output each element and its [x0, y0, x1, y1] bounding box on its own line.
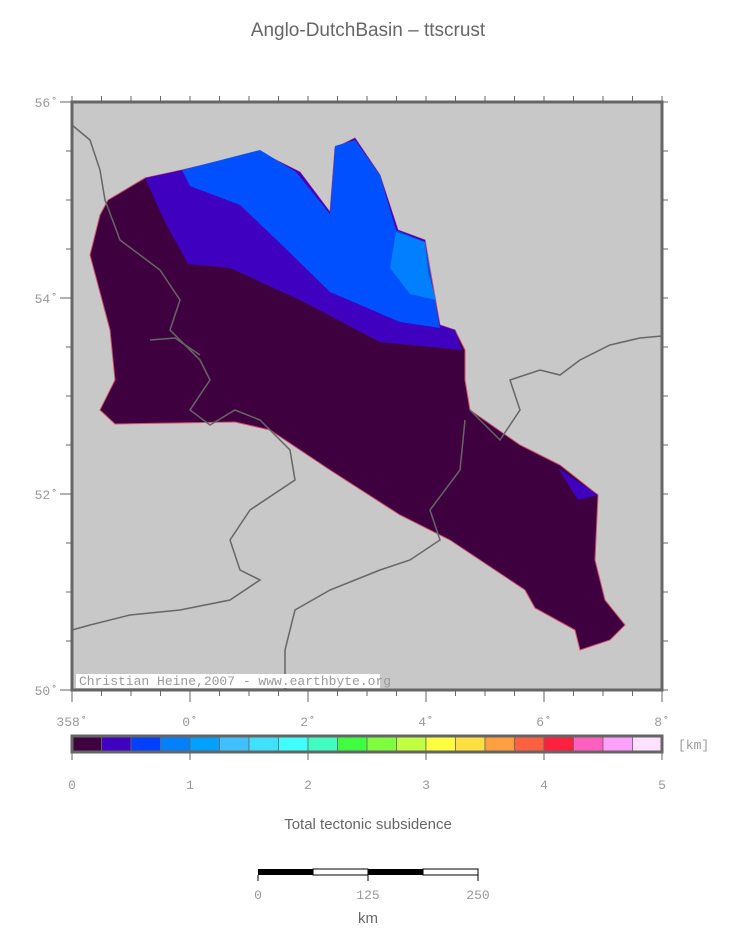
lon-tick-label: 4˚	[418, 715, 434, 730]
title: Anglo-DutchBasin – ttscrust	[251, 20, 486, 41]
basin-zone-2	[182, 140, 440, 328]
scalebar	[258, 868, 479, 876]
colorbar-frame	[70, 734, 664, 754]
colorbar-tick-label: 0	[68, 778, 76, 793]
colorbar-tick-label: 2	[304, 778, 312, 793]
colorbar-tick-label: 3	[422, 778, 430, 793]
map	[71, 102, 663, 690]
colorbar-segment	[484, 735, 515, 753]
colorbar: 0 1 2 3 4 5	[68, 734, 666, 793]
lon-tick-label: 8˚	[654, 715, 670, 730]
colorbar-tick-label: 1	[186, 778, 194, 793]
lon-tick-label: 6˚	[536, 715, 552, 730]
scale-segment	[368, 869, 423, 875]
colorbar-segment	[455, 735, 486, 753]
colorbar-segment	[71, 735, 102, 753]
colorbar-tick-label: 5	[658, 778, 666, 793]
colorbar-label: Total tectonic subsidence	[284, 816, 452, 833]
lon-tick-label: 0˚	[182, 715, 198, 730]
colorbar-segment	[396, 735, 427, 753]
colorbar-segment	[632, 735, 663, 753]
colorbar-segment	[160, 735, 191, 753]
scale-segment	[312, 868, 369, 876]
lon-tick-label: 2˚	[300, 715, 316, 730]
basin-zone-3	[390, 232, 436, 300]
scalebar-unit: km	[358, 910, 378, 927]
colorbar-segment	[307, 735, 338, 753]
scale-tick-label: 0	[254, 888, 262, 903]
colorbar-segment	[219, 735, 250, 753]
colorbar-unit: [km]	[678, 738, 709, 753]
colorbar-segment	[189, 735, 220, 753]
basin-zone-1b	[558, 468, 598, 500]
scale-segment	[258, 869, 313, 875]
colorbar-segment	[514, 735, 545, 753]
colorbar-segment	[130, 735, 161, 753]
colorbar-segment	[366, 735, 397, 753]
colorbar-segment	[573, 735, 604, 753]
credit-box	[76, 674, 380, 688]
scale-segment	[422, 868, 479, 876]
colorbar-segment	[425, 735, 456, 753]
lon-tick-label: 358˚	[56, 715, 87, 730]
lat-tick-label: 50˚	[35, 684, 58, 699]
scale-tick-label: 125	[356, 888, 379, 903]
coastlines	[71, 124, 663, 690]
colorbar-segment	[337, 735, 368, 753]
colorbar-segment	[248, 735, 279, 753]
colorbar-segment	[543, 735, 574, 753]
colorbar-segment	[278, 735, 309, 753]
lat-tick-label: 54˚	[35, 292, 58, 307]
colorbar-segment	[101, 735, 132, 753]
lat-tick-label: 52˚	[35, 488, 58, 503]
scale-tick-label: 250	[466, 888, 489, 903]
colorbar-segment	[602, 735, 633, 753]
lat-tick-label: 56˚	[35, 96, 58, 111]
colorbar-tick-label: 4	[540, 778, 548, 793]
credit: Christian Heine,2007 - www.earthbyte.org	[79, 674, 391, 689]
